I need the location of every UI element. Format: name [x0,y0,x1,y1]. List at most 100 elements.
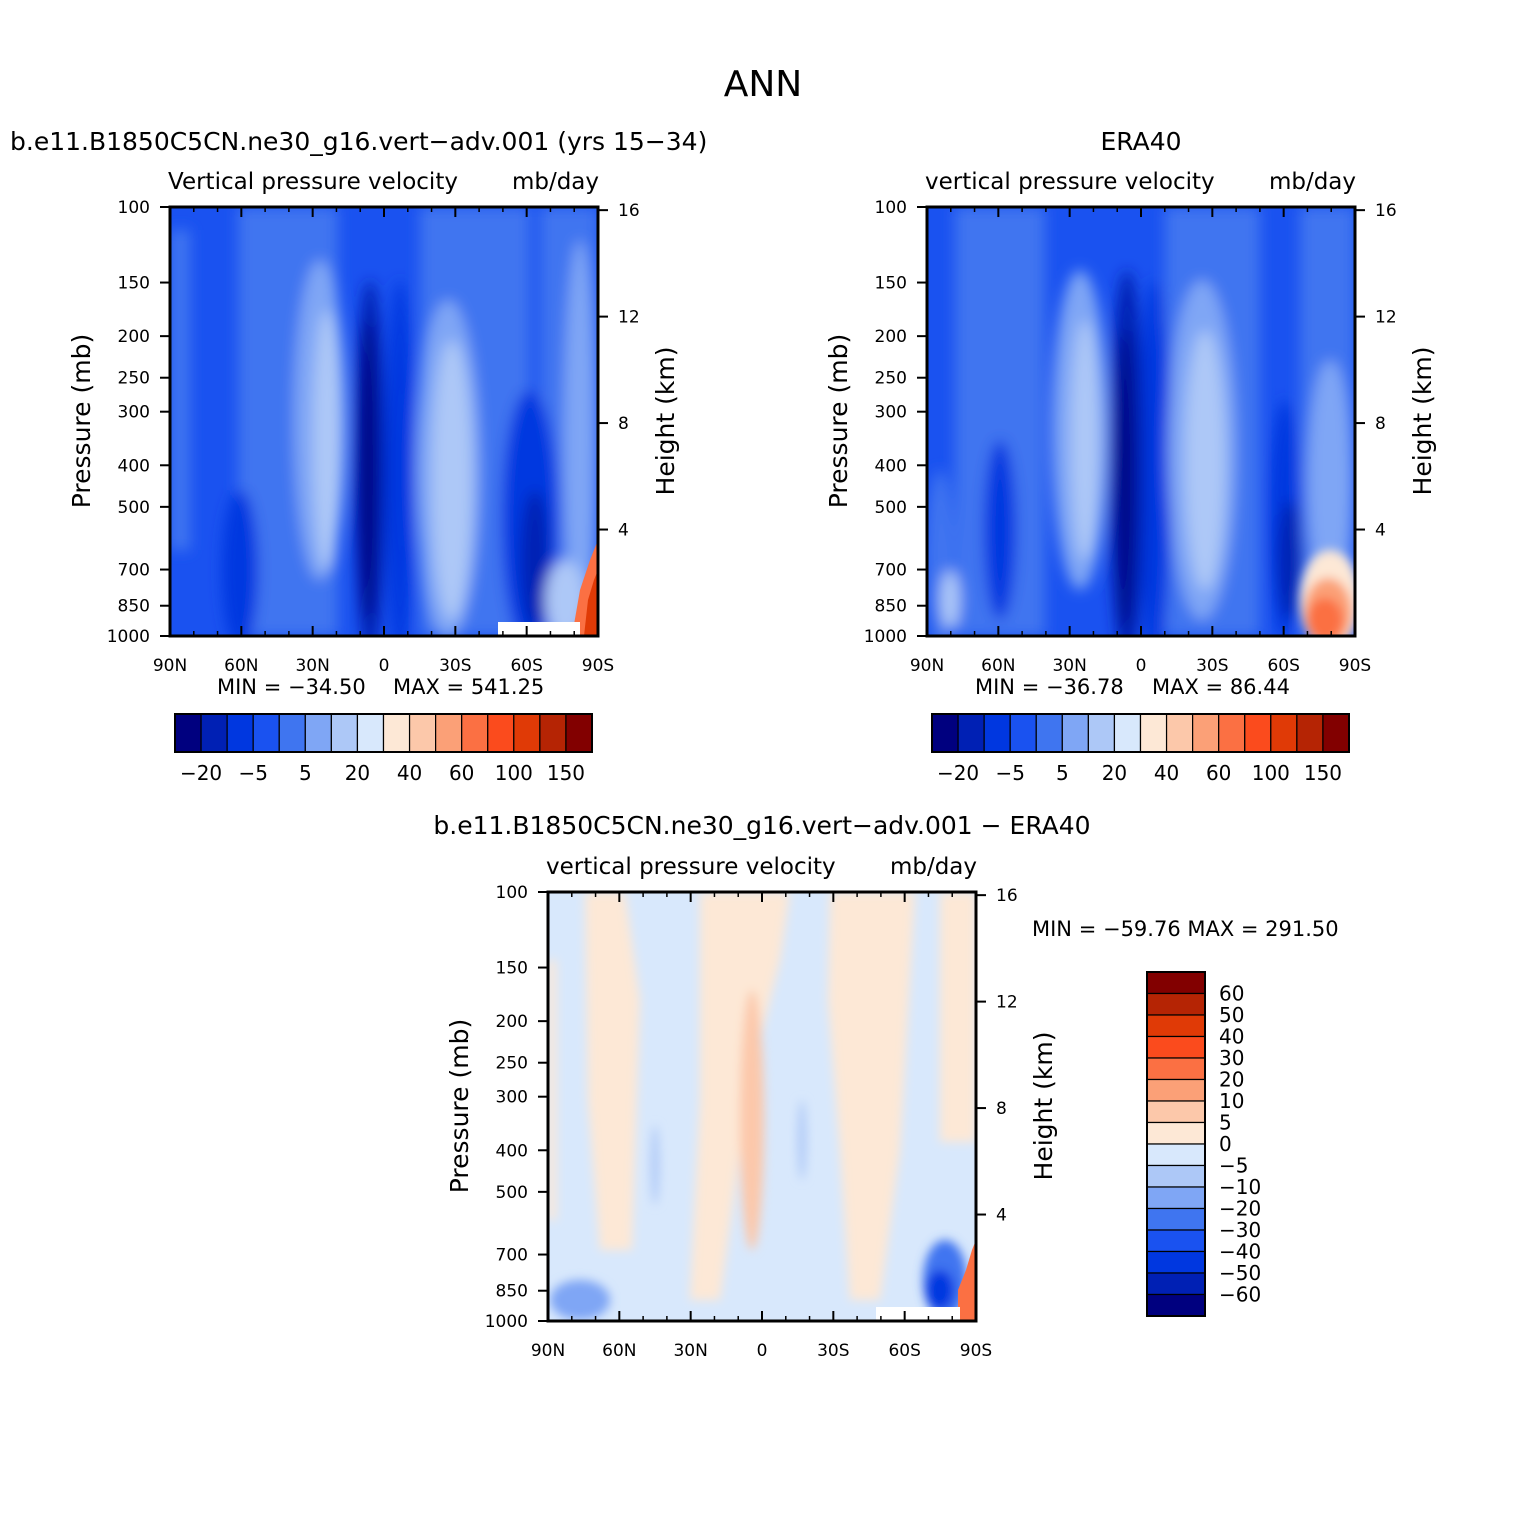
x-tick-label: 0 [379,656,390,676]
colorbar-box [931,713,959,753]
y-tick-label: 100 [496,883,528,903]
max-label: MAX = 86.44 [1152,675,1290,699]
x-tick-label: 90N [153,656,187,676]
colorbar-label: 100 [495,761,533,785]
panel-model: b.e11.B1850C5CN.ne30_g16.vert−adv.001 (y… [10,127,707,785]
panel-obs: ERA40 vertical pressure velocity mb/day [824,127,1437,785]
colorbar-label: 150 [1304,761,1342,785]
x-tick-label: 60N [224,656,258,676]
colorbar-label: 40 [1219,1025,1244,1049]
colorbar-box [1146,1186,1206,1210]
y2-tick-label: 16 [1375,201,1397,221]
y-tick-label: 700 [875,561,907,581]
colorbar-box [1146,1207,1206,1231]
y2-tick-label: 4 [618,521,629,541]
colorbar-label: −5 [238,761,267,785]
y-tick-label: 150 [496,959,528,979]
y2-axis-label: Height (km) [1029,1032,1058,1181]
colorbar-frame [931,713,1350,753]
y-tick-label: 1000 [485,1312,528,1332]
panel-subtitle-left: Vertical pressure velocity [168,169,458,195]
colorbar-label: 40 [397,761,422,785]
colorbar-box [1244,713,1272,753]
max-label: MAX = 541.25 [393,675,544,699]
contour-field [927,207,1355,636]
colorbar-box [1146,992,1206,1016]
y-tick-label: 200 [875,327,907,347]
y2-tick-label: 8 [1375,414,1386,434]
colorbar-box [1146,1035,1206,1059]
x-tick-label: 30S [1196,656,1228,676]
colorbar-box [1146,1293,1206,1317]
y2-tick-label: 8 [996,1099,1007,1119]
colorbar-label: 0 [1219,1132,1232,1156]
colorbar-label: 5 [1056,761,1069,785]
colorbar-label: −20 [1219,1197,1261,1221]
colorbar-box [304,713,332,753]
colorbar-label: 10 [1219,1089,1244,1113]
y-tick-label: 850 [496,1282,528,1302]
colorbar-box [513,713,541,753]
y-tick-label: 250 [496,1054,528,1074]
y-tick-label: 500 [496,1183,528,1203]
colorbar-box [1146,1250,1206,1274]
diff-title: b.e11.B1850C5CN.ne30_g16.vert−adv.001 − … [433,811,1090,840]
colorbar-label: −30 [1219,1218,1261,1242]
y-tick-label: 700 [118,561,150,581]
y2-axis-label: Height (km) [1408,347,1437,496]
colorbar-label: −20 [180,761,222,785]
y2-axis-label: Height (km) [651,347,680,496]
y-tick-label: 100 [875,198,907,218]
colorbar-label: −5 [1219,1154,1248,1178]
y2-tick-label: 4 [1375,521,1386,541]
colorbar-label: 50 [1219,1003,1244,1027]
colorbar-box [1146,1272,1206,1296]
x-tick-label: 90S [1339,656,1371,676]
colorbar-box [1146,971,1206,995]
colorbar-box [200,713,228,753]
colorbar-box [174,713,202,753]
x-axis: 90N 60N 30N 0 30S 60S 90S 100 150 200 250 300 400 500… [864,198,1397,676]
colorbar-label: 150 [547,761,585,785]
figure-title: ANN [724,64,803,105]
colorbar-label: 30 [1219,1046,1244,1070]
colorbar-box [1146,1164,1206,1188]
x-tick-label: 0 [757,1341,768,1361]
x-tick-label: 60S [888,1341,920,1361]
x-tick-label: 90N [531,1341,565,1361]
x-tick-label: 90S [960,1341,992,1361]
y-tick-label: 1000 [864,627,907,647]
y-tick-label: 250 [118,369,150,389]
colorbar-box [1146,1121,1206,1145]
y-tick-label: 100 [118,198,150,218]
x-axis: 90N 60N 30N 0 30S 60S 90S 100 150 200 250 300 400 500… [485,883,1018,1361]
x-tick-label: 60S [510,656,542,676]
colorbar-box [1296,713,1324,753]
y-tick-label: 400 [118,456,150,476]
y2-tick-label: 4 [996,1206,1007,1226]
colorbar-box [1061,713,1089,753]
panel-title: b.e11.B1850C5CN.ne30_g16.vert−adv.001 (y… [10,127,707,156]
panel-subtitle-left: vertical pressure velocity [546,854,836,880]
colorbar-label: −10 [1219,1175,1261,1199]
colorbar-label: 60 [449,761,474,785]
minmax-label: MIN = −59.76 MAX = 291.50 [1032,917,1339,941]
colorbar-box [1146,1143,1206,1167]
colorbar-box [252,713,280,753]
panel-subtitle-right: mb/day [1269,169,1356,195]
x-tick-label: 60S [1267,656,1299,676]
y2-tick-label: 12 [1375,308,1397,328]
x-tick-label: 0 [1136,656,1147,676]
colorbar-box [435,713,463,753]
y-tick-label: 400 [496,1141,528,1161]
colorbar-box [1146,1057,1206,1081]
colorbar-box [330,713,359,753]
colorbar-box [461,713,489,753]
colorbar-box [487,713,515,753]
y-tick-label: 150 [118,274,150,294]
contour-field [170,207,598,636]
x-tick-label: 30S [817,1341,849,1361]
colorbar-box [1165,713,1194,753]
y-tick-label: 850 [118,597,150,617]
y-tick-label: 300 [496,1088,528,1108]
